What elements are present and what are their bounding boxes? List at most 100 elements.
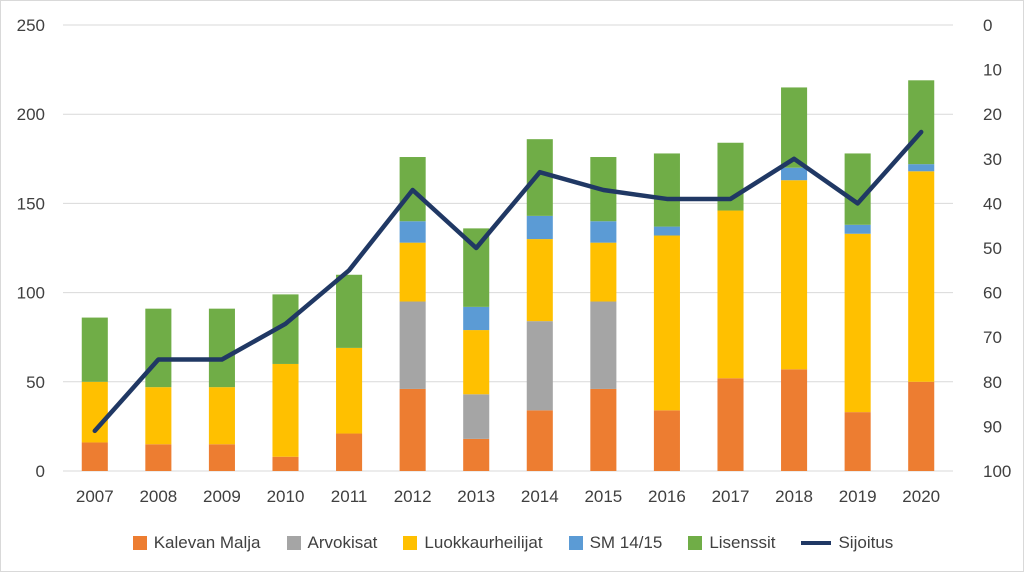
bar-segment-kalevan-malja bbox=[81, 442, 108, 471]
bar-segment-lisenssit bbox=[844, 153, 871, 225]
x-tick-label: 2010 bbox=[267, 487, 305, 506]
bar-segment-sm-14-15 bbox=[844, 224, 871, 234]
bar-segment-sm-14-15 bbox=[653, 226, 680, 236]
bar-segment-luokkaurheilijat bbox=[653, 235, 680, 411]
x-tick-label: 2020 bbox=[902, 487, 940, 506]
x-tick-label: 2015 bbox=[584, 487, 622, 506]
bar-segment-kalevan-malja bbox=[844, 412, 871, 471]
y-tick-label: 0 bbox=[36, 462, 45, 481]
bar-segment-luokkaurheilijat bbox=[526, 239, 553, 322]
bar-segment-kalevan-malja bbox=[208, 444, 235, 471]
bar-segment-luokkaurheilijat bbox=[590, 242, 617, 302]
bar-segment-lisenssit bbox=[908, 80, 935, 165]
legend-item: Arvokisat bbox=[286, 533, 378, 553]
bar-segment-luokkaurheilijat bbox=[208, 387, 235, 445]
y2-tick-label: 20 bbox=[983, 105, 1002, 124]
x-tick-label: 2009 bbox=[203, 487, 241, 506]
bar-segment-luokkaurheilijat bbox=[717, 210, 744, 379]
bar-segment-lisenssit bbox=[81, 317, 108, 382]
bar-segment-luokkaurheilijat bbox=[81, 381, 108, 443]
y-tick-label: 250 bbox=[17, 16, 45, 35]
bar-segment-kalevan-malja bbox=[590, 388, 617, 471]
bar-segment-kalevan-malja bbox=[399, 388, 426, 471]
bar-segment-sm-14-15 bbox=[781, 167, 808, 181]
y-tick-label: 150 bbox=[17, 194, 45, 213]
bar-segment-sm-14-15 bbox=[463, 306, 490, 331]
x-tick-label: 2012 bbox=[394, 487, 432, 506]
legend-item: Kalevan Malja bbox=[132, 533, 261, 553]
bar-segment-arvokisat bbox=[590, 301, 617, 389]
bar-segment-kalevan-malja bbox=[717, 378, 744, 471]
y-tick-label: 100 bbox=[17, 284, 45, 303]
bar-segment-arvokisat bbox=[463, 394, 490, 439]
bar-segment-luokkaurheilijat bbox=[908, 171, 935, 382]
bar-segment-lisenssit bbox=[526, 139, 553, 216]
bar-segment-kalevan-malja bbox=[336, 433, 363, 471]
legend-label: Lisenssit bbox=[709, 533, 776, 552]
bar-segment-luokkaurheilijat bbox=[145, 387, 172, 445]
bar-segment-lisenssit bbox=[781, 87, 808, 168]
bar-segment-kalevan-malja bbox=[908, 381, 935, 471]
x-tick-label: 2019 bbox=[839, 487, 877, 506]
bar-segment-kalevan-malja bbox=[145, 444, 172, 471]
bar-segment-lisenssit bbox=[336, 274, 363, 348]
legend: Kalevan Malja Arvokisat Luokkaurheilijat SM… bbox=[1, 528, 1024, 558]
bar-segment-luokkaurheilijat bbox=[272, 363, 299, 457]
y2-tick-label: 0 bbox=[983, 16, 992, 35]
legend-swatch bbox=[568, 536, 583, 550]
legend-swatch bbox=[801, 541, 832, 545]
x-tick-label: 2018 bbox=[775, 487, 813, 506]
bar-segment-lisenssit bbox=[653, 153, 680, 227]
legend-item: Luokkaurheilijat bbox=[403, 533, 543, 553]
y2-tick-label: 60 bbox=[983, 284, 1002, 303]
y2-tick-label: 80 bbox=[983, 373, 1002, 392]
legend-item: Sijoitus bbox=[801, 533, 893, 553]
bar-segment-luokkaurheilijat bbox=[844, 233, 871, 413]
legend-label: SM 14/15 bbox=[589, 533, 663, 552]
bar-segment-luokkaurheilijat bbox=[781, 180, 808, 370]
y2-tick-label: 90 bbox=[983, 417, 1002, 436]
legend-label: Sijoitus bbox=[838, 533, 894, 552]
bar-segment-lisenssit bbox=[145, 308, 172, 388]
y2-tick-label: 10 bbox=[983, 61, 1002, 80]
legend-swatch bbox=[132, 536, 147, 550]
legend-label: Luokkaurheilijat bbox=[424, 533, 543, 552]
bar-segment-sm-14-15 bbox=[590, 221, 617, 243]
legend-item: Lisenssit bbox=[688, 533, 775, 553]
x-tick-label: 2007 bbox=[76, 487, 114, 506]
legend-label: Arvokisat bbox=[307, 533, 378, 552]
bar-segment-sm-14-15 bbox=[908, 164, 935, 172]
stacked-bar-line-chart: 0 50 100 150 200 250 0 10 20 30 40 50 60 70 80 90 100 200… bbox=[17, 16, 1012, 506]
bar-segment-kalevan-malja bbox=[272, 456, 299, 471]
x-tick-label: 2017 bbox=[712, 487, 750, 506]
bar-segment-kalevan-malja bbox=[463, 438, 490, 471]
bar-segment-kalevan-malja bbox=[653, 410, 680, 471]
bar-segment-luokkaurheilijat bbox=[399, 242, 426, 302]
bar-segment-lisenssit bbox=[208, 308, 235, 388]
legend-item: SM 14/15 bbox=[568, 533, 663, 553]
bar-segment-luokkaurheilijat bbox=[336, 347, 363, 434]
x-tick-label: 2013 bbox=[457, 487, 495, 506]
y-tick-label: 200 bbox=[17, 105, 45, 124]
legend-swatch bbox=[286, 536, 301, 550]
y2-tick-label: 70 bbox=[983, 328, 1002, 347]
x-tick-label: 2014 bbox=[521, 487, 559, 506]
x-tick-label: 2008 bbox=[139, 487, 177, 506]
bar-segment-arvokisat bbox=[399, 301, 426, 389]
legend-swatch bbox=[403, 536, 418, 550]
bar-segment-kalevan-malja bbox=[781, 369, 808, 471]
y2-tick-label: 30 bbox=[983, 150, 1002, 169]
y2-tick-label: 100 bbox=[983, 462, 1011, 481]
line-series-sijoitus bbox=[92, 129, 924, 434]
bar-segment-arvokisat bbox=[526, 321, 553, 411]
x-tick-label: 2011 bbox=[331, 487, 368, 506]
legend-swatch bbox=[688, 536, 703, 550]
bar-segment-luokkaurheilijat bbox=[463, 330, 490, 395]
y-tick-label: 50 bbox=[26, 373, 45, 392]
x-tick-label: 2016 bbox=[648, 487, 686, 506]
bar-segment-sm-14-15 bbox=[399, 221, 426, 243]
bar-segment-kalevan-malja bbox=[526, 410, 553, 471]
bar-segment-sm-14-15 bbox=[526, 215, 553, 240]
y2-tick-label: 40 bbox=[983, 194, 1002, 213]
